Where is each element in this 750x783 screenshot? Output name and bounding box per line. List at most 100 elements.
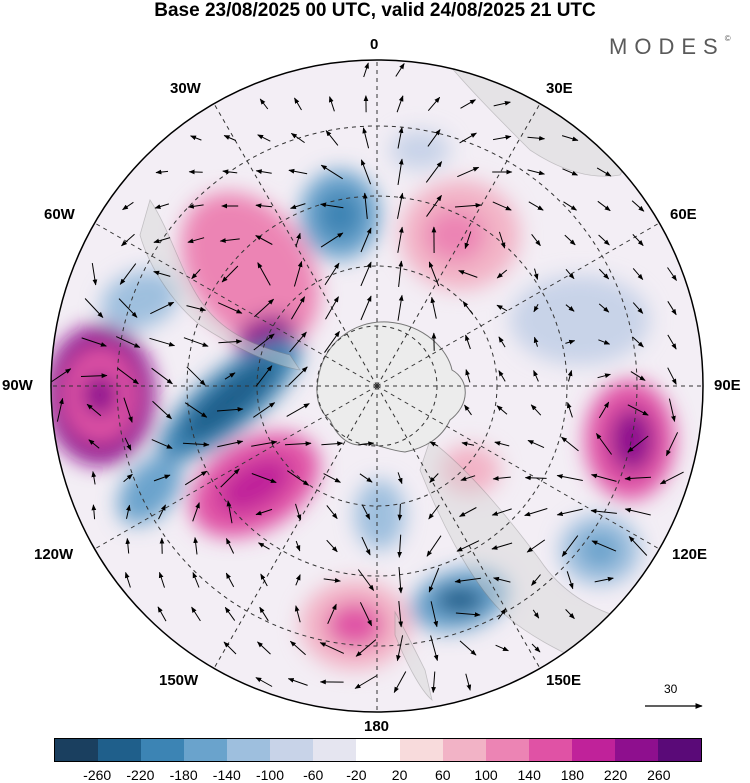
wind-vector-arrow <box>427 129 441 147</box>
wind-vector-arrow <box>182 442 210 447</box>
wind-vector-arrow <box>325 296 339 320</box>
wind-vector-arrow <box>492 201 512 211</box>
wind-vector-arrow <box>361 504 371 520</box>
colorbar-tick-label: -220 <box>126 767 155 783</box>
wind-vector-arrow <box>465 334 471 350</box>
wind-vector-arrow <box>257 641 271 655</box>
wind-vector-arrow <box>527 439 545 449</box>
anomaly-blob <box>355 480 405 550</box>
colorbar-swatch <box>270 739 314 761</box>
wind-vector-arrow <box>429 441 439 447</box>
brand-mark: © <box>724 34 731 43</box>
wind-vector-arrow <box>157 606 167 622</box>
colorbar-swatch <box>399 739 443 761</box>
wind-vector-arrow <box>220 468 240 488</box>
wind-vector-arrow <box>360 261 372 287</box>
wind-vector-arrow <box>289 331 307 353</box>
wind-vector-arrow <box>628 536 648 556</box>
wind-vector-arrow <box>295 232 301 247</box>
wind-vector-arrow <box>124 571 131 588</box>
colorbar-tick-label: -60 <box>303 767 324 783</box>
wind-vector-arrow <box>590 473 617 482</box>
wind-vector-arrow <box>454 203 482 208</box>
graticule <box>51 60 703 712</box>
label-lon-120w: 120W <box>34 546 74 563</box>
colorbar-swatch <box>141 739 185 761</box>
wind-vector-arrow <box>294 97 302 111</box>
colorbar-swatch <box>657 739 701 761</box>
meridian-line <box>213 103 378 387</box>
anomaly-blob <box>440 445 500 495</box>
brand-text: MODES <box>609 34 725 59</box>
colorbar-tick-label: -180 <box>169 767 198 783</box>
wind-vector-arrow <box>84 298 104 318</box>
wind-vector-arrow <box>627 435 649 453</box>
wind-vector-arrow <box>154 203 170 209</box>
wind-vector-arrow <box>224 372 236 380</box>
wind-vector-arrow <box>91 504 97 520</box>
wind-vector-arrow <box>183 337 209 347</box>
wind-vector-arrow <box>533 336 539 347</box>
wind-vector-arrow <box>152 400 172 420</box>
latitude-circle <box>186 195 568 577</box>
wind-vector-arrow <box>192 571 200 588</box>
wind-vector-arrow <box>426 535 442 557</box>
wind-vector-arrow <box>460 99 477 109</box>
wind-vector-arrow <box>360 227 372 253</box>
meridian-line <box>94 385 378 550</box>
wind-vector-arrow <box>493 100 511 107</box>
wind-vector-arrow <box>255 203 273 209</box>
wind-vector-arrow <box>492 475 511 481</box>
label-lon-30w: 30W <box>170 80 201 97</box>
wind-vector-arrow <box>527 169 545 176</box>
wind-vector-arrow <box>149 337 176 347</box>
wind-vector-arrow <box>598 401 610 419</box>
wind-vector-arrow <box>320 202 344 209</box>
wind-vector-arrow <box>184 470 208 486</box>
colorbar-tick-label: -20 <box>346 767 367 783</box>
wind-vector-arrow <box>556 474 583 481</box>
colorbar-tick-label: -100 <box>255 767 285 783</box>
anomaly-blob <box>610 408 654 472</box>
wind-vector-arrow <box>498 231 506 249</box>
wind-vector-arrow <box>361 536 371 556</box>
anomaly-blob <box>318 191 362 239</box>
wind-vector-arrow <box>187 203 204 209</box>
label-lon-30e: 30E <box>546 80 573 97</box>
wind-vector-arrow <box>667 301 677 316</box>
anomaly-blob <box>182 359 278 441</box>
wind-vector-arrow <box>287 470 310 486</box>
wind-vector-arrow <box>524 475 547 481</box>
wind-vector-arrow <box>397 294 404 321</box>
wind-vector-arrow <box>667 367 677 385</box>
wind-vector-arrow <box>362 192 368 219</box>
anomaly-blob <box>435 586 485 614</box>
vector-scale-label: 30 <box>664 682 678 696</box>
wind-vector-arrow <box>190 135 202 141</box>
wind-vector-arrow <box>530 404 542 416</box>
wind-vector-arrow <box>562 168 579 176</box>
wind-vector-arrow <box>496 405 508 415</box>
wind-vector-arrow <box>321 441 344 446</box>
wind-vector-arrow <box>294 605 301 623</box>
wind-vector-arrow <box>397 534 403 558</box>
wind-vector-arrow <box>455 612 481 617</box>
wind-vector-arrow <box>659 471 684 485</box>
colorbar <box>54 738 702 762</box>
wind-vector-arrow <box>329 96 335 112</box>
wind-vector-arrow <box>598 339 611 345</box>
wind-vector-arrow <box>491 542 513 550</box>
wind-vector-arrow <box>526 539 546 553</box>
colorbar-tick-label: 180 <box>560 767 585 783</box>
wind-vector-arrow <box>430 601 439 628</box>
wind-vector-arrow <box>153 237 171 244</box>
wind-vector-arrow <box>567 369 573 382</box>
wind-vector-arrow <box>186 366 206 386</box>
wind-vector-arrow <box>254 298 275 318</box>
anomaly-blob <box>425 209 485 261</box>
wind-vector-arrow <box>533 370 539 382</box>
wind-vector-arrow <box>223 641 237 655</box>
wind-vector-arrow <box>81 337 107 347</box>
wind-vector-arrow <box>565 304 575 312</box>
